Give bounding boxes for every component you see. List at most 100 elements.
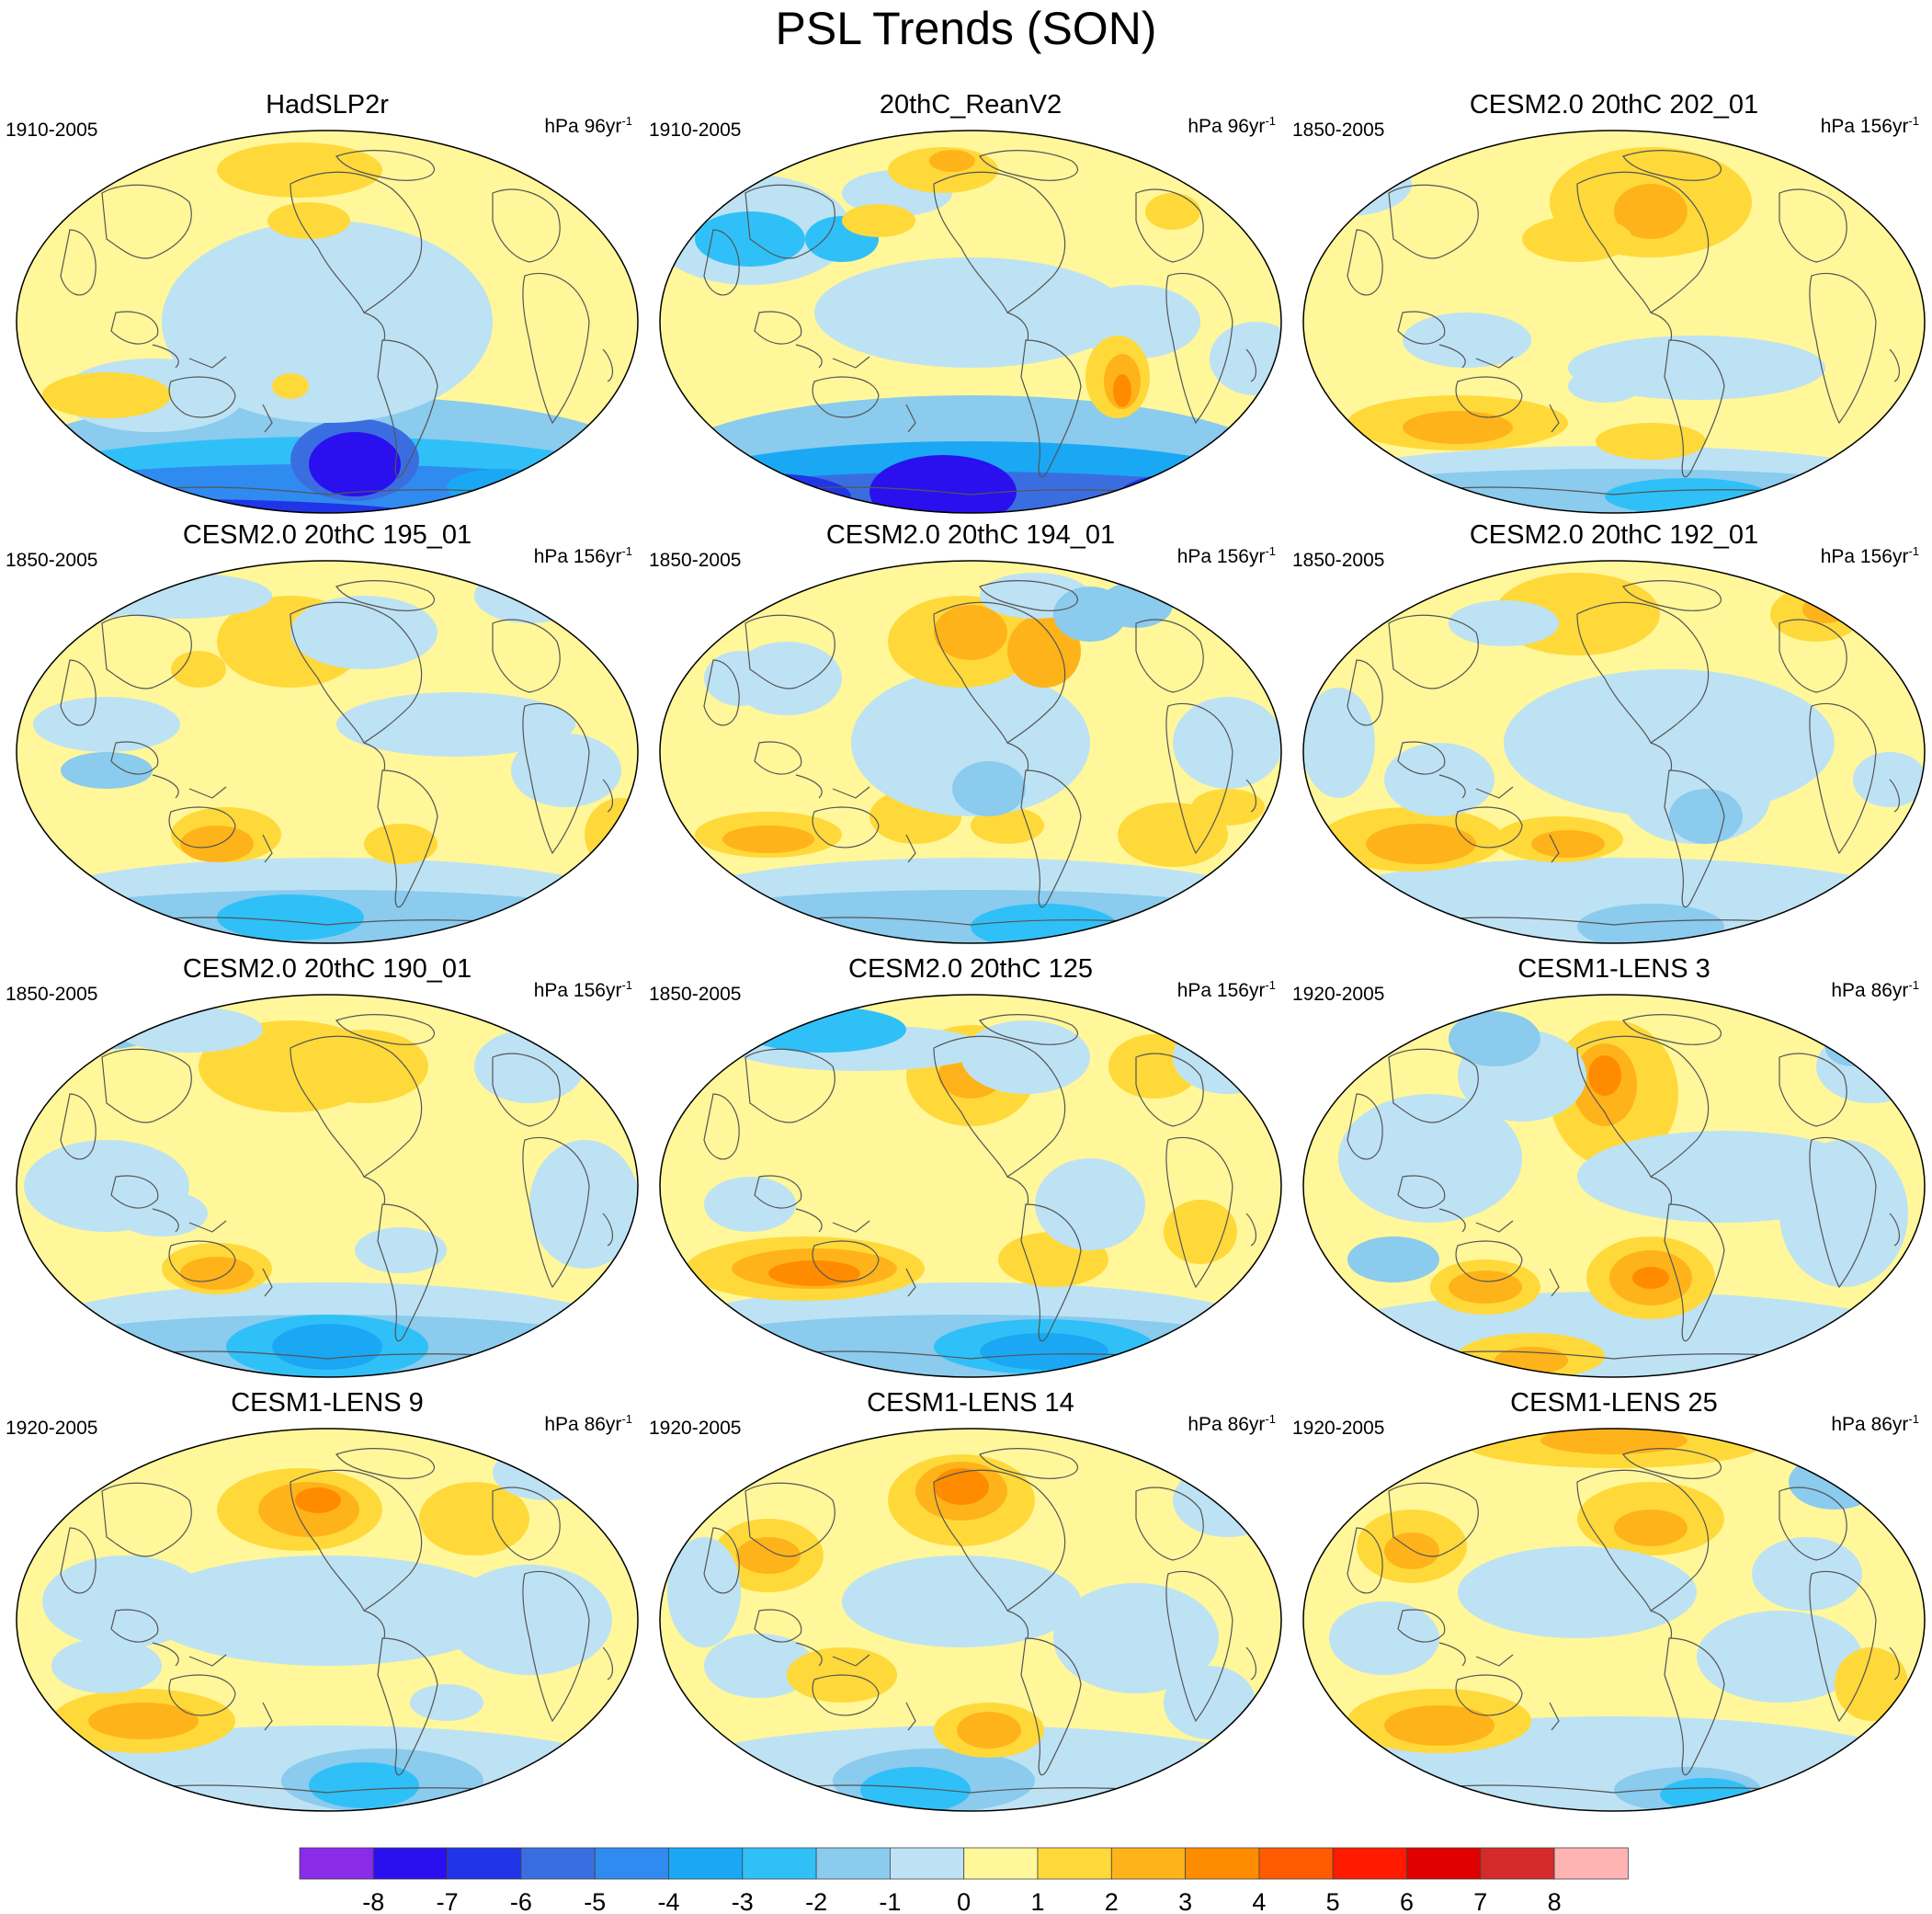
panel-period: 1920-2005 <box>1292 1418 1385 1439</box>
coastline <box>101 1482 192 1557</box>
colorbar-swatch <box>815 1847 891 1880</box>
contour-region <box>1384 1532 1439 1569</box>
map-outline <box>1302 560 1926 944</box>
panel-units-text: hPa 156yr <box>1820 116 1909 137</box>
coastline <box>101 1048 192 1123</box>
colorbar-label: -8 <box>362 1888 384 1914</box>
coastline <box>1020 339 1082 478</box>
coastline <box>933 171 1066 313</box>
map-panel: CESM2.0 20thC 195_01 1850-2005 hPa 156yr-1 <box>6 520 649 952</box>
contour-region <box>704 1634 814 1698</box>
contour-region <box>961 1020 1090 1094</box>
panel-units: hPa 96yr-1 <box>544 114 632 138</box>
coastline <box>1165 272 1233 425</box>
coastline <box>1549 404 1560 433</box>
coastline <box>363 1176 386 1205</box>
contour-region <box>336 692 575 757</box>
panel-units-text: hPa 96yr <box>1188 116 1266 137</box>
panel-title: CESM1-LENS 3 <box>1517 954 1710 984</box>
panel-units-exponent: -1 <box>621 978 632 992</box>
colorbar-label: 6 <box>1400 1888 1414 1914</box>
coastline <box>979 580 1078 611</box>
coastline <box>1809 1570 1877 1723</box>
coastline <box>522 1136 590 1289</box>
coastline <box>60 229 97 296</box>
contour-region <box>1835 1647 1908 1721</box>
contour-region <box>1522 216 1632 262</box>
colorbar-label: -7 <box>437 1888 459 1914</box>
coastline <box>979 1448 1078 1479</box>
map-outline <box>16 1428 639 1812</box>
contour-region <box>929 150 975 172</box>
panel-units: hPa 156yr-1 <box>534 978 632 1002</box>
contour-region <box>309 1762 419 1808</box>
contour-region <box>217 142 382 198</box>
coastline <box>703 659 740 726</box>
coastline <box>290 171 423 313</box>
coastline <box>602 1646 614 1680</box>
coastline <box>1347 1093 1383 1160</box>
coastline <box>1809 272 1877 425</box>
coastline <box>1020 1637 1082 1776</box>
contour-region <box>980 1333 1108 1370</box>
panel-units-text: hPa 156yr <box>533 546 622 567</box>
panel-units: hPa 156yr-1 <box>1177 544 1276 568</box>
map-panel: CESM2.0 20thC 125 1850-2005 hPa 156yr-1 <box>649 954 1292 1386</box>
panel-units: hPa 86yr-1 <box>1831 978 1919 1002</box>
coastline <box>60 659 97 726</box>
colorbar-swatch <box>963 1847 1039 1880</box>
coastline <box>1245 779 1257 813</box>
colorbar-label: 5 <box>1326 1888 1340 1914</box>
panel-title: CESM1-LENS 14 <box>867 1388 1074 1418</box>
map-panel: CESM1-LENS 9 1920-2005 hPa 86yr-1 <box>6 1388 649 1820</box>
coastline <box>905 834 916 863</box>
coastline <box>1576 1035 1710 1178</box>
coastline <box>979 150 1078 181</box>
contour-region <box>493 1445 603 1500</box>
panel-period: 1920-2005 <box>649 1418 742 1439</box>
contour-region <box>1614 1510 1688 1546</box>
panel-units-text: hPa 86yr <box>1831 980 1909 1001</box>
map-outline <box>659 560 1282 944</box>
coastline <box>1397 1609 1446 1643</box>
coastline <box>744 1482 835 1557</box>
contour-region <box>364 824 438 864</box>
panel-units-exponent: -1 <box>1908 544 1919 558</box>
coastline <box>795 1208 870 1233</box>
map-field <box>17 1429 638 1811</box>
map-panel: CESM2.0 20thC 194_01 1850-2005 hPa 156yr-1 <box>649 520 1292 952</box>
coastline <box>1165 702 1233 855</box>
coastline <box>1388 1048 1479 1123</box>
contour-region <box>1568 370 1642 403</box>
coastline <box>262 1268 273 1297</box>
contour-region <box>1403 411 1513 444</box>
coastline <box>933 601 1066 744</box>
panel-title: CESM2.0 20thC 194_01 <box>825 520 1116 550</box>
coastline <box>1664 1203 1725 1342</box>
colorbar-swatch <box>372 1847 448 1880</box>
colorbar-label: -2 <box>805 1888 827 1914</box>
coastline <box>290 1035 423 1178</box>
panel-period: 1920-2005 <box>1292 984 1385 1005</box>
contour-region <box>1697 1611 1862 1703</box>
panel-title: CESM2.0 20thC 195_01 <box>182 520 472 550</box>
colorbar-swatch <box>1258 1847 1334 1880</box>
panel-units-text: hPa 156yr <box>533 980 622 1001</box>
coastline <box>1245 1646 1257 1680</box>
colorbar-swatch <box>1480 1847 1555 1880</box>
coastline <box>290 1469 423 1612</box>
coastline <box>168 806 236 849</box>
coastline <box>363 742 386 771</box>
contour-region <box>33 697 180 752</box>
coastline <box>377 1637 438 1776</box>
panel-title: HadSLP2r <box>266 90 389 120</box>
contour-region <box>704 651 778 706</box>
coastline <box>812 806 880 849</box>
panel-period: 1850-2005 <box>649 984 742 1005</box>
contour-region <box>842 1555 1081 1647</box>
panel-units-exponent: -1 <box>1265 544 1276 558</box>
coastline <box>168 1240 236 1282</box>
map-outline <box>16 994 639 1378</box>
contour-region <box>1053 1583 1219 1693</box>
coastline <box>110 1609 159 1643</box>
